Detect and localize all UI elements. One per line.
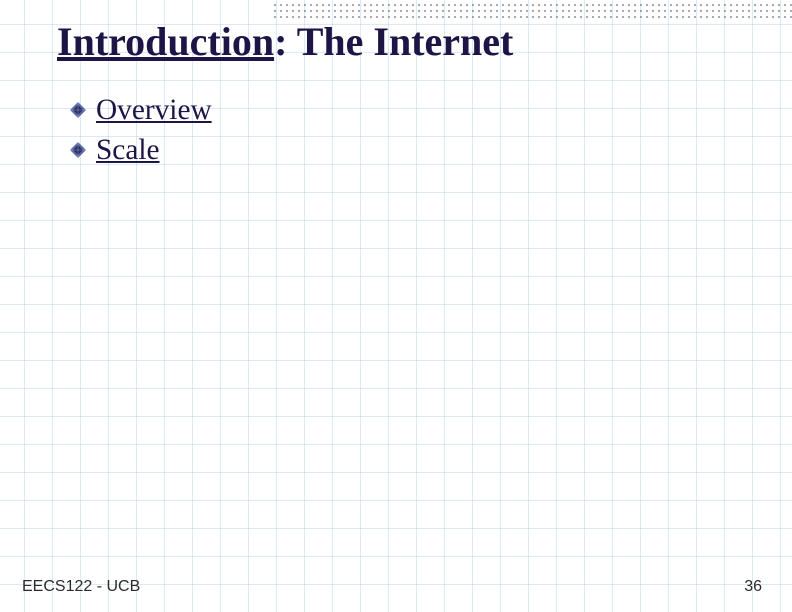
slide-title: Introduction: The Internet	[57, 18, 513, 65]
bullet-label: Scale	[96, 134, 160, 167]
title-rest-part: : The Internet	[274, 19, 513, 64]
bullet-label: Overview	[96, 94, 212, 127]
footer-course-label: EECS122 - UCB	[22, 578, 140, 596]
slide-number: 36	[744, 578, 762, 596]
diamond-bullet-icon	[70, 102, 86, 118]
diamond-bullet-icon	[70, 142, 86, 158]
bullet-list: Overview Scale	[70, 90, 212, 170]
list-item: Overview	[70, 90, 212, 130]
list-item: Scale	[70, 130, 212, 170]
title-link-part: Introduction	[57, 19, 274, 64]
